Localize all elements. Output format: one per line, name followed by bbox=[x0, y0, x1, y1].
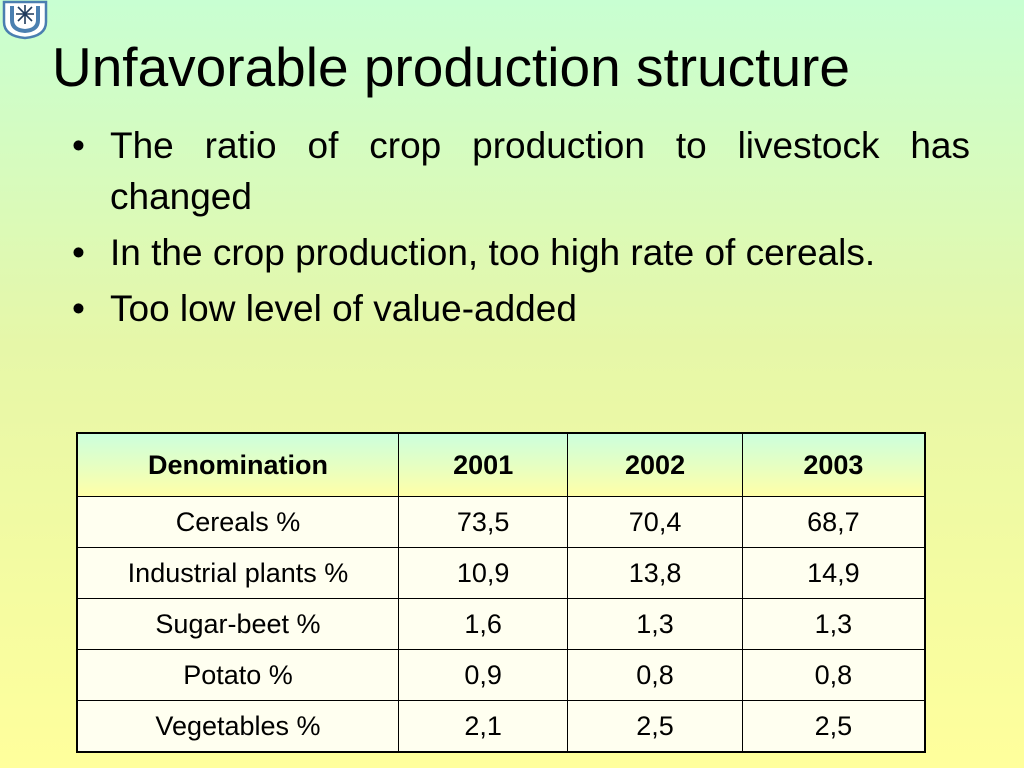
table-cell: 2,1 bbox=[397, 700, 569, 753]
table-cell: Cereals % bbox=[76, 496, 399, 548]
header-2001: 2001 bbox=[397, 432, 569, 497]
table-cell: 73,5 bbox=[397, 496, 569, 548]
table-header-row: Denomination 2001 2002 2003 bbox=[76, 432, 926, 497]
table-row: Vegetables % 2,1 2,5 2,5 bbox=[76, 700, 926, 753]
table-cell: 2,5 bbox=[741, 700, 926, 753]
table-cell: 0,8 bbox=[567, 649, 743, 701]
table-cell: Vegetables % bbox=[76, 700, 399, 753]
table-cell: Potato % bbox=[76, 649, 399, 701]
table-row: Industrial plants % 10,9 13,8 14,9 bbox=[76, 547, 926, 599]
table-cell: Industrial plants % bbox=[76, 547, 399, 599]
table-cell: 14,9 bbox=[741, 547, 926, 599]
table-cell: 1,3 bbox=[567, 598, 743, 650]
bullet-dot-icon: • bbox=[72, 288, 85, 329]
bullet-dot-icon: • bbox=[72, 232, 85, 273]
table-cell: 1,3 bbox=[741, 598, 926, 650]
header-denomination: Denomination bbox=[76, 432, 399, 497]
bullet-text: The ratio of crop production to livestoc… bbox=[110, 125, 970, 217]
header-2002: 2002 bbox=[567, 432, 743, 497]
table-cell: 0,8 bbox=[741, 649, 926, 701]
table-row: Cereals % 73,5 70,4 68,7 bbox=[76, 496, 926, 548]
university-emblem-icon bbox=[0, 0, 50, 40]
table-cell: 0,9 bbox=[397, 649, 569, 701]
bullet-text: Too low level of value-added bbox=[110, 288, 577, 329]
table-row: Sugar-beet % 1,6 1,3 1,3 bbox=[76, 598, 926, 650]
table-cell: 13,8 bbox=[567, 547, 743, 599]
bullet-dot-icon: • bbox=[72, 125, 85, 166]
table-cell: 10,9 bbox=[397, 547, 569, 599]
table-cell: Sugar-beet % bbox=[76, 598, 399, 650]
bullet-item: • The ratio of crop production to livesto… bbox=[72, 120, 970, 222]
bullet-text: In the crop production, too high rate of… bbox=[110, 232, 876, 273]
bullet-item: • In the crop production, too high rate o… bbox=[72, 227, 970, 278]
header-2003: 2003 bbox=[741, 432, 926, 497]
table-cell: 68,7 bbox=[741, 496, 926, 548]
slide-title: Unfavorable production structure bbox=[52, 36, 850, 98]
table-cell: 1,6 bbox=[397, 598, 569, 650]
production-table: Denomination 2001 2002 2003 Cereals % 73… bbox=[76, 432, 926, 753]
bullet-item: • Too low level of value-added bbox=[72, 283, 970, 334]
bullet-list: • The ratio of crop production to livesto… bbox=[72, 120, 970, 339]
table-cell: 70,4 bbox=[567, 496, 743, 548]
table-row: Potato % 0,9 0,8 0,8 bbox=[76, 649, 926, 701]
table-cell: 2,5 bbox=[567, 700, 743, 753]
